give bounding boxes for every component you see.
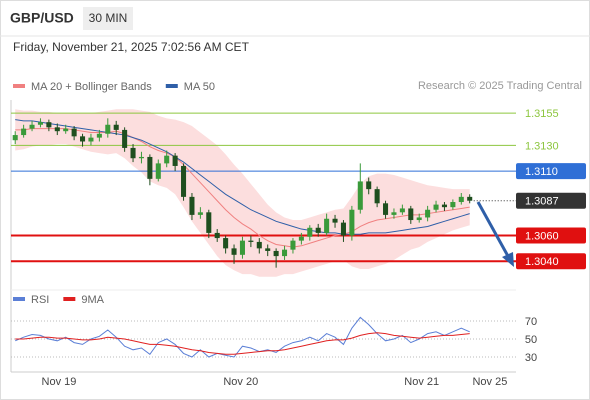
candle-body	[256, 241, 262, 249]
candle-body	[467, 196, 473, 201]
candle-body	[181, 165, 187, 197]
candle-body	[12, 135, 18, 141]
legend-label: 9MA	[81, 294, 104, 306]
level-label: 1.3040	[525, 256, 559, 268]
candle-body	[458, 196, 464, 203]
level-label: 1.3060	[525, 230, 559, 242]
forecast-arrow	[476, 201, 511, 259]
candle-body	[349, 209, 355, 236]
ma-line	[15, 119, 470, 235]
candle-body	[399, 208, 405, 213]
timestamp: Friday, November 21, 2025 7:02:56 AM CET	[13, 40, 250, 54]
candle-body	[332, 218, 338, 223]
candle-body	[46, 122, 52, 128]
candle-body	[282, 249, 288, 257]
candle-body	[138, 156, 144, 159]
candle-body	[315, 227, 321, 233]
legend-swatch	[63, 297, 76, 301]
candle-body	[433, 204, 439, 210]
level-label: 1.3110	[525, 166, 558, 178]
candle-body	[450, 202, 456, 208]
candle-body	[340, 222, 346, 236]
rsi-tick-label: 30	[525, 352, 537, 364]
candle-body	[54, 127, 60, 132]
candle-body	[416, 217, 422, 221]
forecast-arrow-head	[502, 252, 514, 267]
candle-body	[324, 218, 330, 233]
candle-body	[248, 240, 254, 242]
candle-body	[189, 196, 195, 215]
candle-body	[122, 129, 128, 148]
timeframe: 30 MIN	[89, 11, 128, 25]
legend-label: MA 20 + Bollinger Bands	[31, 81, 152, 93]
level-label: 1.3155	[525, 108, 559, 120]
candle-body	[172, 155, 178, 166]
candle-body	[88, 137, 94, 142]
legend-swatch	[13, 84, 25, 88]
candle-body	[383, 203, 389, 215]
candle-body	[96, 133, 102, 138]
rsi-line	[15, 316, 470, 358]
candle-body	[130, 147, 136, 159]
x-tick-label: Nov 20	[223, 376, 258, 388]
timeframe-box	[83, 7, 133, 30]
legend-swatch	[13, 297, 25, 301]
candle-body	[147, 156, 153, 179]
legend-swatch	[165, 84, 178, 88]
candle-body	[391, 212, 397, 215]
x-tick-label: Nov 25	[472, 376, 507, 388]
legend-label: MA 50	[184, 81, 215, 93]
candle-body	[273, 250, 279, 257]
candle-body	[164, 155, 170, 164]
candle-body	[113, 124, 119, 130]
candle-body	[290, 240, 296, 250]
legend-label: RSI	[31, 294, 49, 306]
last-price-box	[516, 192, 586, 209]
rsi-line	[15, 332, 470, 355]
candle-body	[441, 204, 447, 208]
candle-body	[29, 124, 35, 129]
level-box	[516, 227, 586, 244]
candle-body	[71, 128, 77, 137]
candle-body	[239, 240, 245, 255]
candle-body	[21, 128, 27, 136]
x-tick-label: Nov 21	[404, 376, 439, 388]
credit: Research © 2025 Trading Central	[418, 80, 582, 92]
candle-body	[155, 163, 161, 179]
candle-body	[298, 236, 304, 241]
candle-body	[206, 212, 212, 233]
candle-body	[37, 122, 43, 125]
last-price-label: 1.3087	[525, 196, 559, 208]
candle-body	[425, 209, 431, 218]
candle-body	[265, 248, 271, 251]
level-box	[516, 253, 586, 270]
candle-body	[374, 189, 380, 204]
candle-body	[408, 208, 414, 221]
level-box	[516, 163, 586, 180]
candle-body	[357, 181, 363, 210]
x-tick-label: Nov 19	[42, 376, 77, 388]
candle-body	[63, 128, 69, 132]
candle-body	[197, 212, 203, 215]
candle-body	[231, 248, 237, 255]
rsi-tick-label: 70	[525, 316, 537, 328]
candle-body	[307, 227, 313, 237]
symbol: GBP/USD	[10, 10, 74, 26]
candle-body	[214, 232, 220, 239]
candle-body	[105, 124, 111, 134]
candle-body	[366, 181, 372, 190]
rsi-tick-label: 50	[525, 334, 537, 346]
candle-body	[80, 136, 86, 142]
level-label: 1.3130	[525, 140, 559, 152]
candle-body	[223, 238, 229, 249]
